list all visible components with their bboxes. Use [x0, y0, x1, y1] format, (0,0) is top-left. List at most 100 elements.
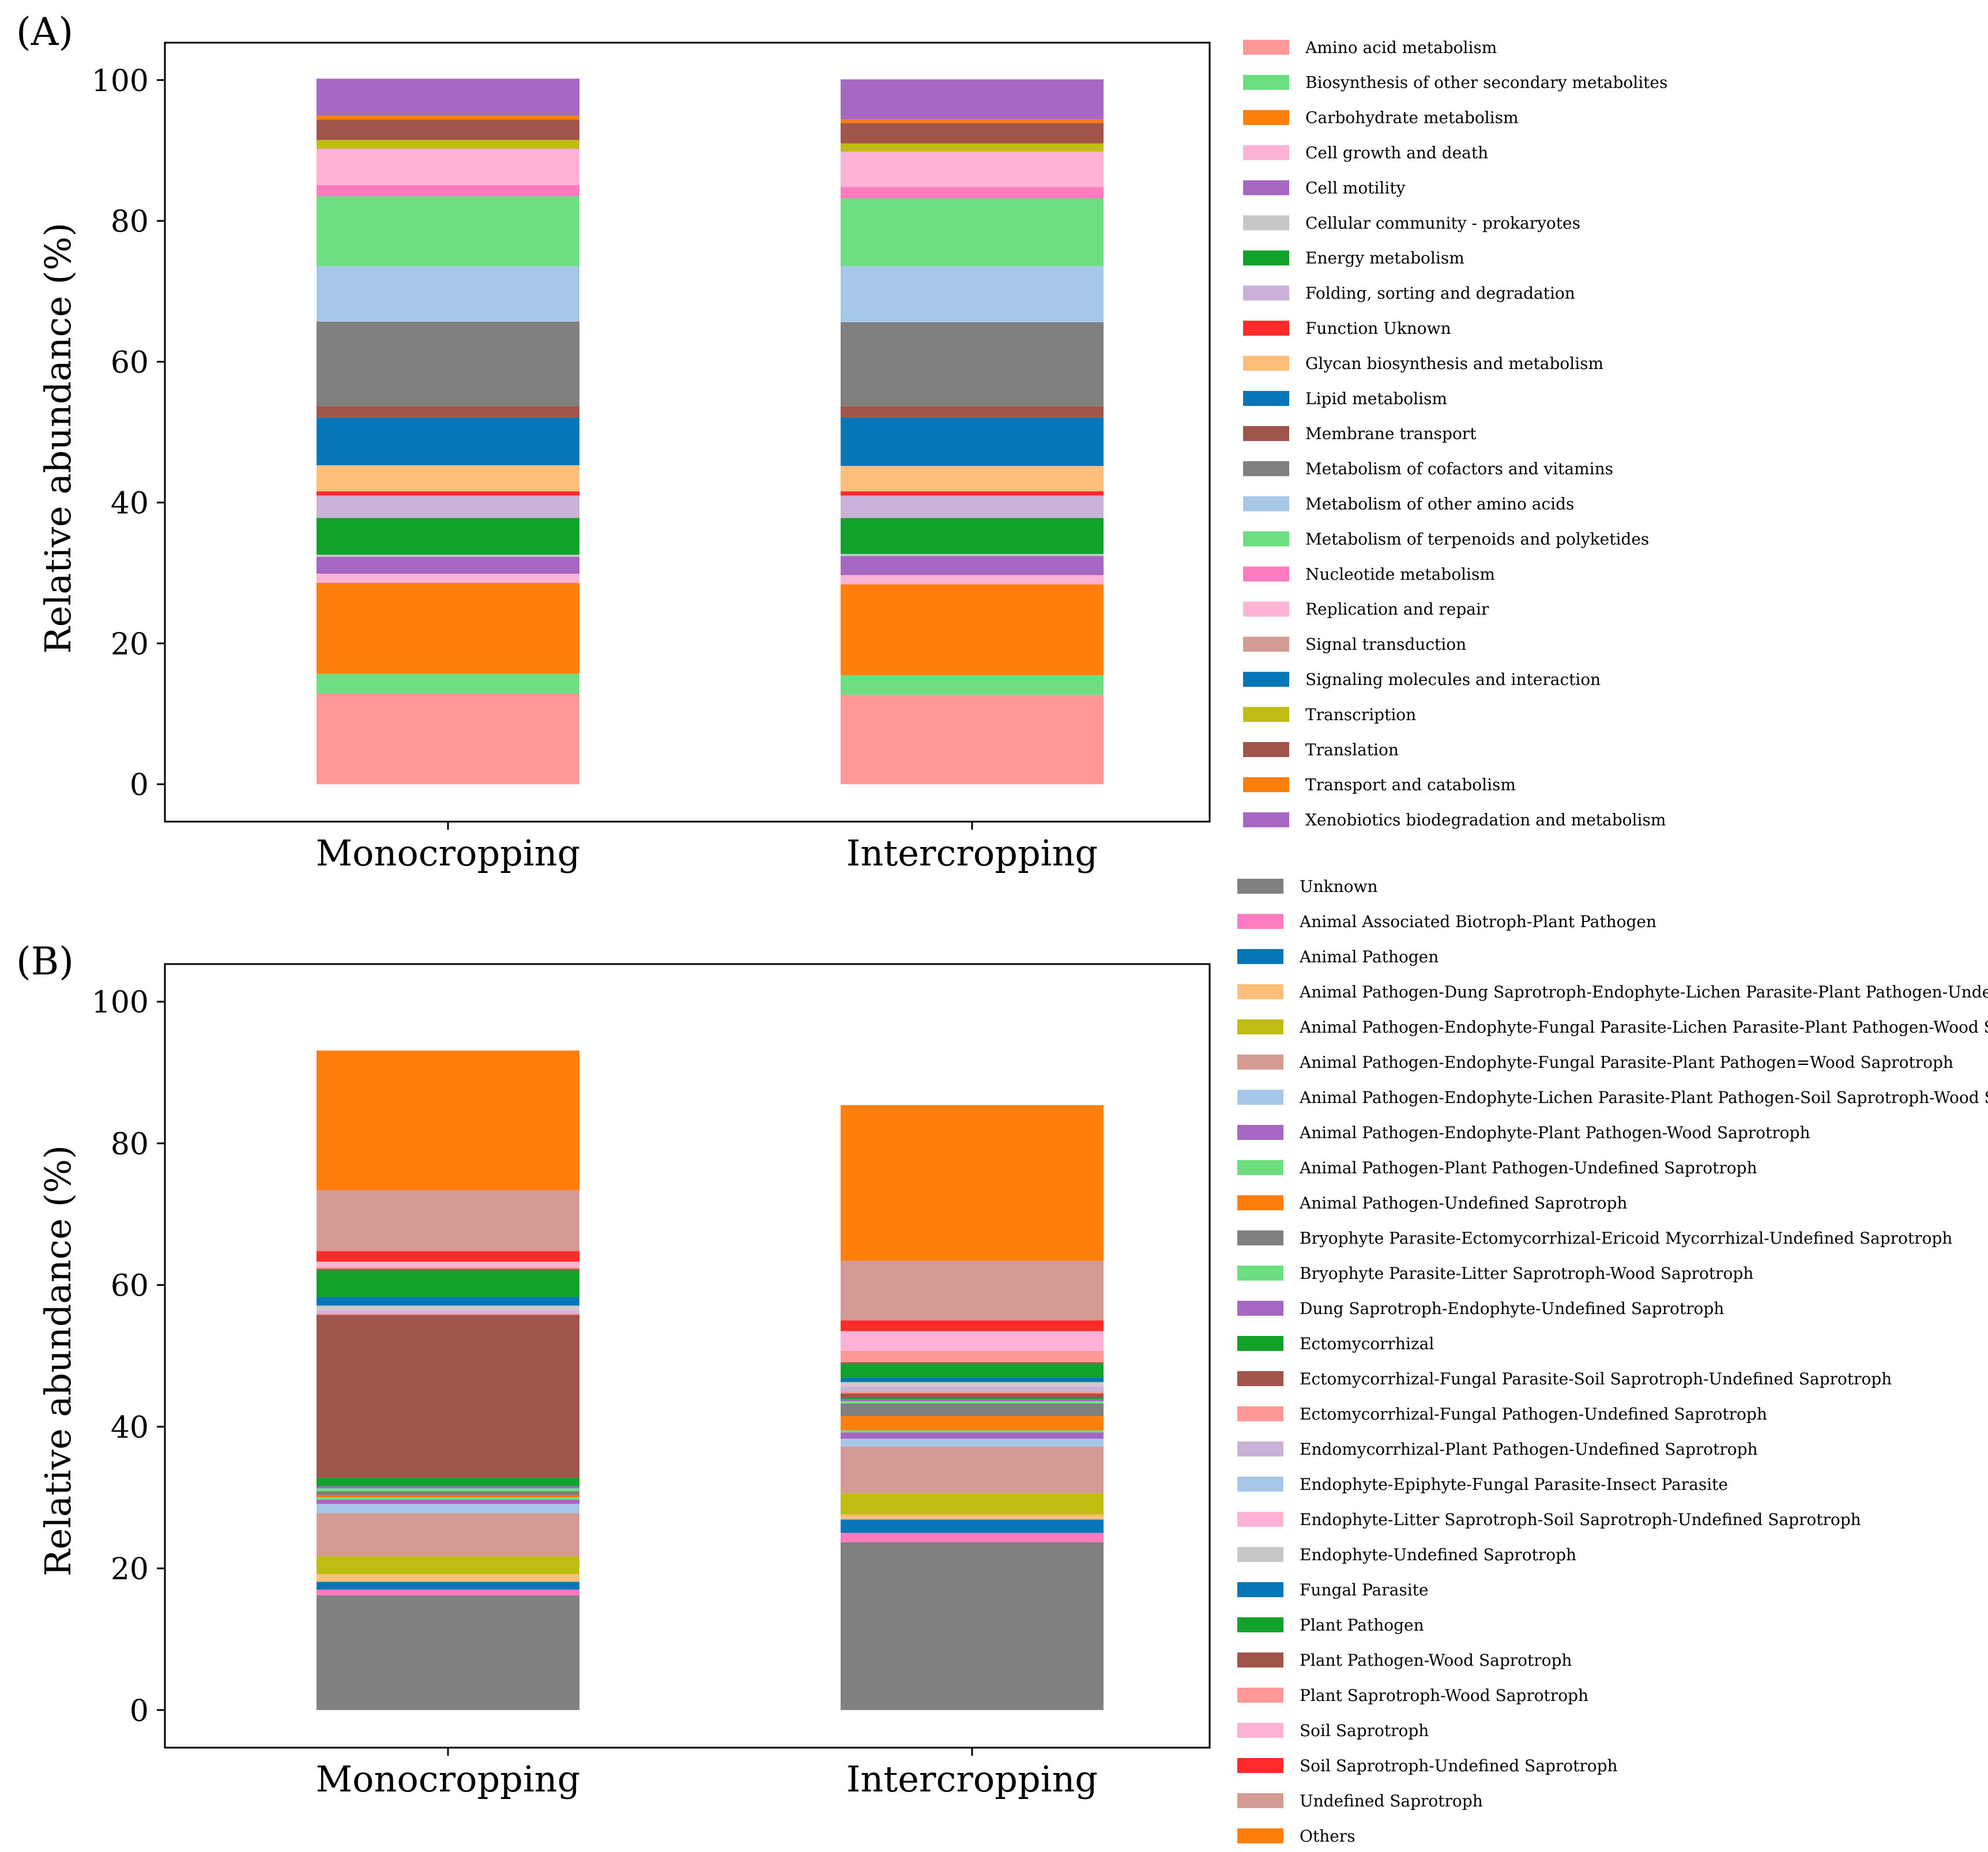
- panel-b-bar-intercropping-ectomycorrhizal-fungal-parasite-soil-saprotroph-undefined-saprotroph: [841, 1393, 1104, 1398]
- panel-b-legend: Unknown Animal Associated Biotroph-Plant …: [1237, 877, 1988, 1846]
- panel-b-bar-intercropping-fungal-parasite: [841, 1377, 1104, 1382]
- panel-a-bar-monocropping-nucleotide-metabolism: [317, 185, 579, 197]
- panel-a-bar-monocropping-signal-transduction: [317, 148, 579, 149]
- panel-a-bar-intercropping-cell-growth-and-death: [841, 575, 1104, 585]
- panel-b-legend-label-animal-pathogen-endophyte-fungal-parasite-plant-pathogen-wood-saprotroph: Animal Pathogen-Endophyte-Fungal Parasit…: [1299, 1053, 1953, 1072]
- panel-b-bar-intercropping-ectomycorrhizal-fungal-pathogen-undefined-saprotroph: [841, 1391, 1104, 1394]
- panel-b-bar-intercropping-animal-associated-biotroph-plant-pathogen: [841, 1533, 1104, 1542]
- panel-b-legend-label-unknown: Unknown: [1300, 877, 1378, 896]
- panel-b-bar-monocropping-animal-pathogen-dung-saprotroph-endophyte-lichen-parasite-plant-pathogen-undefined-saprotroph: [317, 1574, 579, 1582]
- panel-b-bar-monocropping-bryophyte-parasite-litter-saprotroph-wood-saprotroph: [317, 1488, 579, 1492]
- panel-b-legend-label-plant-pathogen: Plant Pathogen: [1300, 1616, 1424, 1635]
- panel-a-legend-label-lipid-metabolism: Lipid metabolism: [1305, 389, 1447, 408]
- panel-b-bar-monocropping-plant-pathogen: [317, 1270, 579, 1297]
- panel-b-bar-monocropping-ectomycorrhizal: [317, 1477, 579, 1486]
- panel-a-bar-intercropping-transport-and-catabolism: [841, 119, 1104, 123]
- panel-b-legend-swatch-animal-pathogen-endophyte-fungal-parasite-plant-pathogen-wood-saprotroph: [1237, 1055, 1283, 1070]
- panel-b-legend-label-ectomycorrhizal-fungal-pathogen-undefined-saprotroph: Ectomycorrhizal-Fungal Pathogen-Undefine…: [1300, 1405, 1767, 1424]
- panel-b-bar-monocropping-bryophyte-parasite-ectomycorrhizal-ericoid-mycorrhizal-undefined-saprotroph: [317, 1491, 579, 1496]
- panel-a-legend: Amino acid metabolism Biosynthesis of oth…: [1243, 38, 1667, 830]
- panel-a-bar-monocropping-biosynthesis-of-other-secondary-metabolites: [317, 673, 579, 694]
- panel-a-bar-intercropping-energy-metabolism: [841, 518, 1104, 554]
- panel-b-bar-intercropping-ectomycorrhizal: [841, 1397, 1104, 1399]
- panel-b-bar-intercropping-plant-saprotroph-wood-saprotroph: [841, 1350, 1104, 1362]
- panel-b-bar-intercropping-undefined-saprotroph: [841, 1260, 1104, 1321]
- panel-a-bar-monocropping-cell-growth-and-death: [317, 573, 579, 583]
- panel-b-bar-intercropping-endophyte-undefined-saprotroph: [841, 1382, 1104, 1384]
- panel-a-bar-intercropping-metabolism-of-other-amino-acids: [841, 266, 1104, 322]
- panel-a-y-axis-label: Relative abundance (%): [37, 223, 79, 654]
- panel-b-bar-intercropping-animal-pathogen-undefined-saprotroph: [841, 1416, 1104, 1431]
- panel-a-y-tick-label-0: 0: [130, 768, 149, 803]
- panel-b-legend-label-animal-pathogen: Animal Pathogen: [1299, 947, 1439, 966]
- panel-a-bar-intercropping-carbohydrate-metabolism: [841, 584, 1104, 675]
- panel-b-bar-monocropping-endomycorrhizal-plant-pathogen-undefined-saprotroph: [317, 1312, 579, 1313]
- panel-b-legend-label-endomycorrhizal-plant-pathogen-undefined-saprotroph: Endomycorrhizal-Plant Pathogen-Undefined…: [1300, 1440, 1758, 1459]
- panel-a-bar-monocropping-cell-motility: [317, 556, 579, 574]
- panel-b-legend-swatch-soil-saprotroph-undefined-saprotroph: [1237, 1758, 1283, 1773]
- panel-b-legend-label-dung-saprotroph-endophyte-undefined-saprotroph: Dung Saprotroph-Endophyte-Undefined Sapr…: [1300, 1299, 1724, 1318]
- panel-b-bar-intercropping-animal-pathogen-endophyte-fungal-parasite-plant-pathogen-wood-saprotroph: [841, 1446, 1104, 1493]
- panel-a-legend-swatch-transport-and-catabolism: [1243, 777, 1289, 792]
- panel-b-legend-swatch-endophyte-epiphyte-fungal-parasite-insect-parasite: [1237, 1477, 1283, 1492]
- panel-b-x-tick-label-monocropping: Monocropping: [316, 1758, 581, 1800]
- panel-a-bar-intercropping-folding-sorting-and-degradation: [841, 495, 1104, 518]
- panel-a-bar-intercropping-function-uknown: [841, 491, 1104, 496]
- panel-b-bar-monocropping-animal-pathogen-undefined-saprotroph: [317, 1495, 579, 1498]
- panel-a-bar-intercropping-cellular-community-prokaryotes: [841, 554, 1104, 556]
- panel-b-y-tick-label-20: 20: [111, 1552, 149, 1587]
- panel-b-y-tick-label-100: 100: [92, 985, 149, 1020]
- panel-a: (A) Relative abundance (%) 0 20 40 60 80 100 M…: [16, 10, 1667, 874]
- panel-b-bar-monocropping-endophyte-litter-saprotroph-soil-saprotroph-undefined-saprotroph: [317, 1309, 579, 1311]
- panel-b-bar-intercropping-soil-saprotroph: [841, 1331, 1104, 1351]
- panel-b-legend-label-soil-saprotroph: Soil Saprotroph: [1300, 1721, 1429, 1740]
- panel-b-legend-label-bryophyte-parasite-litter-saprotroph-wood-saprotroph: Bryophyte Parasite-Litter Saprotroph-Woo…: [1300, 1264, 1753, 1283]
- panel-b-bar-intercropping-animal-pathogen: [841, 1519, 1104, 1533]
- panel-b-bar-monocropping-animal-pathogen: [317, 1582, 579, 1590]
- panel-a-legend-swatch-metabolism-of-terpenoids-and-polyketides: [1243, 531, 1289, 547]
- panel-a-legend-swatch-signaling-molecules-and-interaction: [1243, 672, 1289, 687]
- panel-b-y-axis-label: Relative abundance (%): [37, 1145, 79, 1576]
- panel-b-legend-swatch-plant-pathogen-wood-saprotroph: [1237, 1653, 1283, 1667]
- panel-b-legend-swatch-bryophyte-parasite-litter-saprotroph-wood-saprotroph: [1237, 1266, 1283, 1281]
- panel-a-legend-swatch-cell-motility: [1243, 180, 1289, 195]
- panel-b-legend-swatch-animal-pathogen-endophyte-fungal-parasite-lichen-parasite-plant-pathogen-wood-saprotroph: [1237, 1019, 1283, 1034]
- panel-b-bar-intercropping-bryophyte-parasite-ectomycorrhizal-ericoid-mycorrhizal-undefined-saprotroph: [841, 1403, 1104, 1416]
- panel-a-bar-intercropping-signal-transduction: [841, 151, 1104, 152]
- panel-a-y-tick-label-80: 80: [111, 205, 149, 239]
- panel-b-bar-monocropping-animal-pathogen-endophyte-plant-pathogen-wood-saprotroph: [317, 1499, 579, 1504]
- panel-a-y-tick-label-20: 20: [111, 627, 149, 662]
- panel-a-legend-swatch-translation: [1243, 742, 1289, 757]
- panel-a-legend-swatch-lipid-metabolism: [1243, 391, 1289, 406]
- panel-a-bar-monocropping-energy-metabolism: [317, 518, 579, 555]
- panel-a-bar-monocropping-glycan-biosynthesis-and-metabolism: [317, 465, 579, 492]
- panel-a-legend-swatch-function-uknown: [1243, 321, 1289, 336]
- panel-b-legend-swatch-animal-pathogen-plant-pathogen-undefined-saprotroph: [1237, 1160, 1283, 1175]
- panel-a-legend-swatch-signal-transduction: [1243, 637, 1289, 652]
- panel-b-x-tick-label-intercropping: Intercropping: [846, 1758, 1098, 1800]
- panel-a-legend-label-metabolism-of-other-amino-acids: Metabolism of other amino acids: [1305, 495, 1574, 514]
- panel-b-legend-swatch-bryophyte-parasite-ectomycorrhizal-ericoid-mycorrhizal-undefined-saprotroph: [1237, 1230, 1283, 1245]
- panel-b-y-tick-label-60: 60: [111, 1269, 149, 1304]
- panel-a-bar-intercropping-glycan-biosynthesis-and-metabolism: [841, 466, 1104, 492]
- panel-a-legend-swatch-folding-sorting-and-degradation: [1243, 285, 1289, 301]
- panel-a-legend-label-membrane-transport: Membrane transport: [1305, 424, 1477, 443]
- panel-a-bar-intercropping-membrane-transport: [841, 406, 1104, 417]
- panel-b-legend-swatch-dung-saprotroph-endophyte-undefined-saprotroph: [1237, 1301, 1283, 1316]
- panel-b-bar-monocropping-animal-pathogen-endophyte-fungal-parasite-plant-pathogen-wood-saprotroph: [317, 1513, 579, 1557]
- panel-a-bar-monocropping-xenobiotics-biodegradation-and-metabolism: [317, 78, 579, 116]
- panel-a-axes-frame: [164, 42, 1211, 823]
- panel-a-bar-monocropping-folding-sorting-and-degradation: [317, 495, 579, 518]
- panel-a-bar-monocropping-metabolism-of-cofactors-and-vitamins: [317, 321, 579, 406]
- panel-b-legend-label-plant-pathogen-wood-saprotroph: Plant Pathogen-Wood Saprotroph: [1300, 1651, 1572, 1670]
- panel-b-bar-monocropping-animal-pathogen-plant-pathogen-undefined-saprotroph: [317, 1497, 579, 1500]
- panel-a-legend-label-signal-transduction: Signal transduction: [1305, 635, 1466, 654]
- panel-b-bar-monocropping-soil-saprotroph-undefined-saprotroph: [317, 1251, 579, 1262]
- panel-b-bar-intercropping-bryophyte-parasite-litter-saprotroph-wood-saprotroph: [841, 1401, 1104, 1403]
- panel-b-legend-label-animal-pathogen-endophyte-plant-pathogen-wood-saprotroph: Animal Pathogen-Endophyte-Plant Pathogen…: [1299, 1123, 1810, 1142]
- panel-a-legend-label-amino-acid-metabolism: Amino acid metabolism: [1305, 38, 1497, 57]
- panel-b-bar-monocropping-soil-saprotroph: [317, 1262, 579, 1267]
- panel-b-legend-swatch-animal-pathogen: [1237, 949, 1283, 964]
- panel-b-bar-monocropping-plant-saprotroph-wood-saprotroph: [317, 1267, 579, 1269]
- panel-b-bar-intercropping-animal-pathogen-dung-saprotroph-endophyte-lichen-parasite-plant-pathogen-undefined-saprotroph: [841, 1514, 1104, 1520]
